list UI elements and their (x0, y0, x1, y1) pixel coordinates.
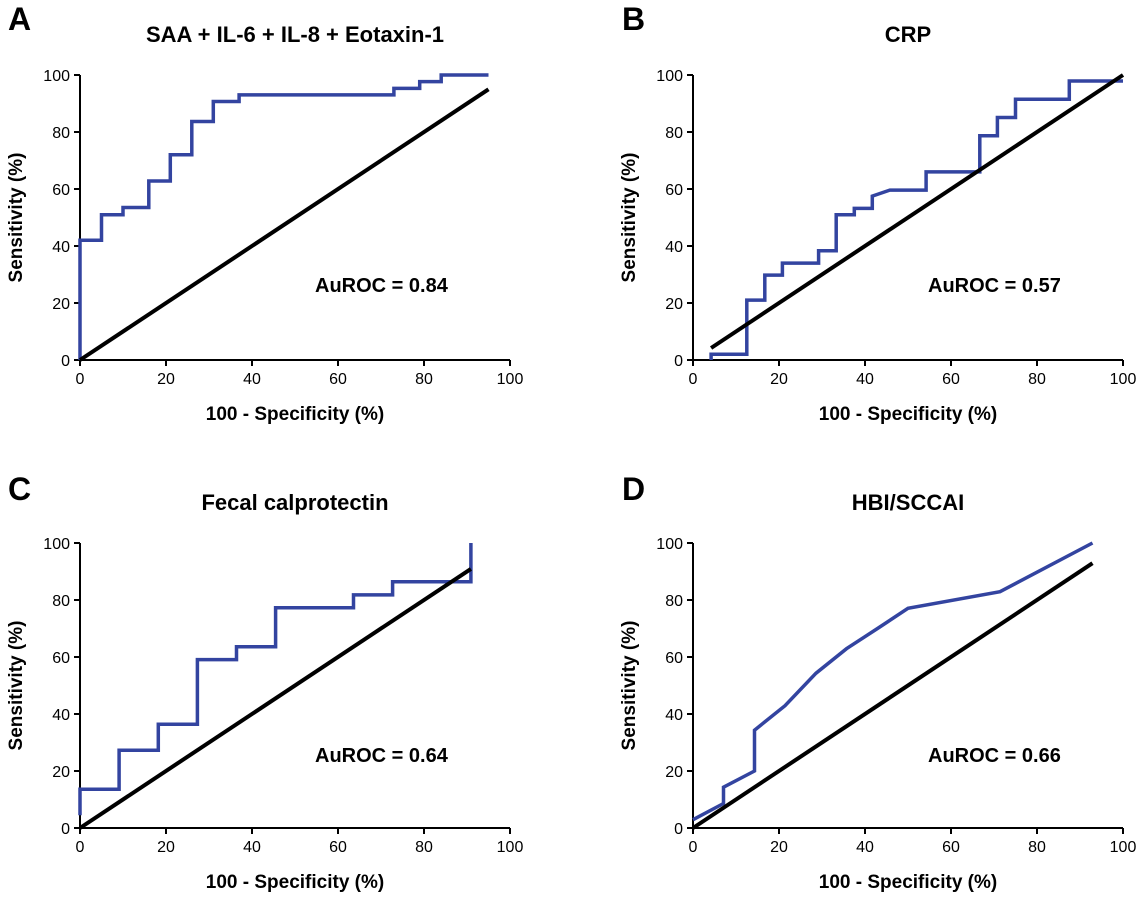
y-axis-label: Sensitivity (%) (619, 621, 640, 751)
reference-diagonal-line (691, 561, 1094, 830)
y-tick-label: 0 (674, 821, 683, 838)
x-tick-label: 40 (243, 371, 261, 388)
x-tick-label: 60 (942, 371, 960, 388)
chart-title: SAA + IL-6 + IL-8 + Eotaxin-1 (146, 22, 444, 47)
y-tick-label: 0 (674, 353, 683, 370)
reference-diagonal-line (78, 87, 490, 362)
y-tick-label: 80 (665, 593, 683, 610)
x-tick-label: 0 (76, 371, 85, 388)
x-tick-label: 80 (1028, 839, 1046, 856)
chart-title: Fecal calprotectin (201, 490, 388, 515)
y-tick-label: 20 (52, 296, 70, 313)
panel-letter: A (8, 1, 31, 37)
x-tick-label: 80 (415, 839, 433, 856)
x-axis-label: 100 - Specificity (%) (819, 404, 997, 425)
x-tick-label: 20 (157, 839, 175, 856)
x-axis-label: 100 - Specificity (%) (206, 872, 384, 893)
x-tick-label: 80 (1028, 371, 1046, 388)
y-tick-label: 100 (43, 536, 70, 553)
chart-title: HBI/SCCAI (852, 490, 964, 515)
auroc-annotation: AuROC = 0.64 (315, 745, 449, 767)
roc-curve (78, 543, 473, 816)
y-tick-label: 100 (656, 68, 683, 85)
y-tick-label: 40 (52, 239, 70, 256)
roc-curve (78, 73, 489, 360)
y-tick-label: 100 (43, 68, 70, 85)
x-axis-label: 100 - Specificity (%) (819, 872, 997, 893)
y-tick-label: 80 (52, 125, 70, 142)
x-tick-label: 100 (497, 839, 524, 856)
panel-c: C Fecal calprotectin 0 20 40 60 80 100 0 20 40 60 80… (6, 471, 523, 893)
x-tick-label: 100 (1110, 371, 1137, 388)
y-tick-label: 60 (52, 650, 70, 667)
x-tick-label: 100 (1110, 839, 1137, 856)
y-axis-label: Sensitivity (%) (6, 153, 27, 283)
panel-d: D HBI/SCCAI 0 20 40 60 80 100 0 20 40 60 80 100 100 - … (619, 471, 1136, 893)
chart-title: CRP (885, 22, 931, 47)
auroc-annotation: AuROC = 0.57 (928, 275, 1061, 297)
roc-curve (709, 79, 1123, 360)
x-tick-label: 80 (415, 371, 433, 388)
y-axis-label: Sensitivity (%) (6, 621, 27, 751)
x-tick-label: 20 (157, 371, 175, 388)
reference-diagonal-line (709, 73, 1125, 350)
x-tick-label: 0 (689, 839, 698, 856)
panel-a: A SAA + IL-6 + IL-8 + Eotaxin-1 0 20 40 60 80 1… (6, 1, 523, 425)
y-tick-label: 100 (656, 536, 683, 553)
y-tick-label: 0 (61, 821, 70, 838)
auroc-annotation: AuROC = 0.84 (315, 275, 449, 297)
x-tick-label: 40 (243, 839, 261, 856)
y-tick-label: 60 (665, 650, 683, 667)
x-tick-label: 0 (689, 371, 698, 388)
y-axis-label: Sensitivity (%) (619, 153, 640, 283)
reference-diagonal-line (78, 567, 473, 830)
y-tick-label: 60 (52, 182, 70, 199)
y-tick-label: 60 (665, 182, 683, 199)
x-tick-label: 40 (856, 839, 874, 856)
y-tick-label: 40 (665, 707, 683, 724)
panel-b: B CRP 0 20 40 60 80 100 0 20 40 60 80 100 100 - Specif… (619, 1, 1136, 425)
x-tick-label: 20 (770, 371, 788, 388)
x-tick-label: 60 (942, 839, 960, 856)
x-tick-label: 100 (497, 371, 524, 388)
y-tick-label: 0 (61, 353, 70, 370)
y-tick-label: 80 (665, 125, 683, 142)
x-tick-label: 20 (770, 839, 788, 856)
x-axis-label: 100 - Specificity (%) (206, 404, 384, 425)
y-tick-label: 40 (52, 707, 70, 724)
y-tick-label: 20 (665, 764, 683, 781)
roc-curve (692, 541, 1094, 822)
x-tick-label: 0 (76, 839, 85, 856)
y-tick-label: 20 (665, 296, 683, 313)
panel-letter: C (8, 471, 31, 507)
panel-letter: D (622, 471, 645, 507)
panel-letter: B (622, 1, 645, 37)
auroc-annotation: AuROC = 0.66 (928, 745, 1061, 767)
y-tick-label: 40 (665, 239, 683, 256)
x-tick-label: 60 (329, 371, 347, 388)
y-tick-label: 20 (52, 764, 70, 781)
y-tick-label: 80 (52, 593, 70, 610)
x-tick-label: 60 (329, 839, 347, 856)
x-tick-label: 40 (856, 371, 874, 388)
